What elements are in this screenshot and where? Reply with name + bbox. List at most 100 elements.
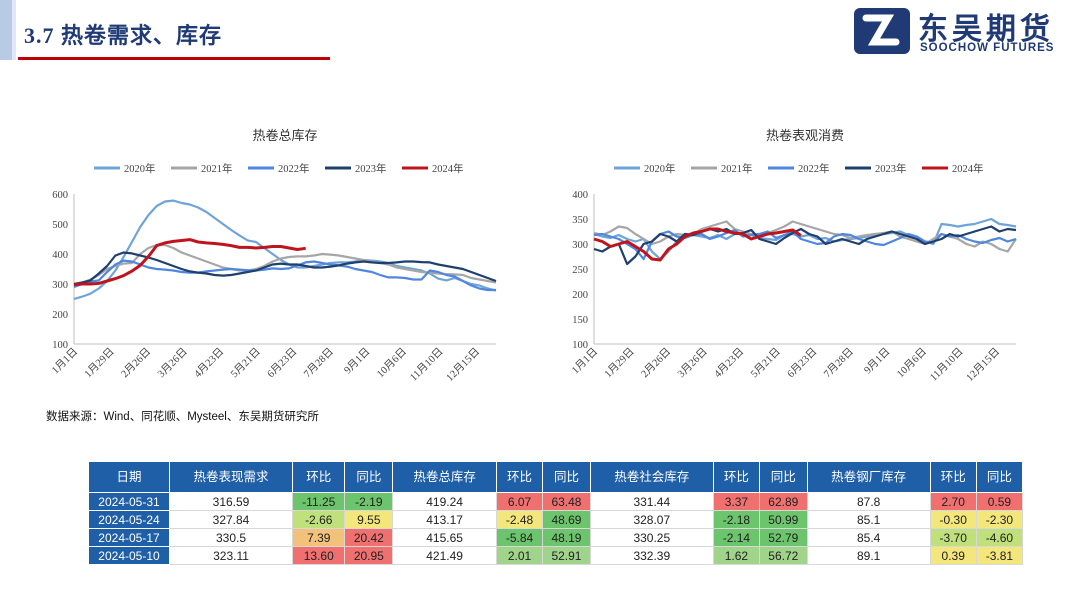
table-row: 2024-05-31 316.59 -11.25 -2.19 419.24 6.07 63.… [88,492,1024,511]
table-header-cell: 同比 [975,461,1024,493]
x-tick-label: 7月28日 [301,346,335,380]
x-tick-label: 6月23日 [265,346,299,380]
table-cell: 330.5 [169,528,293,547]
table-cell: 330.25 [589,528,714,547]
table-cell: 62.89 [758,492,808,511]
table-date-cell: 2024-05-24 [88,510,170,529]
table-header-cell: 日期 [88,461,170,493]
table-cell: 7.39 [291,528,346,547]
chart-legend: 2020年 2021年 2022年 2023年 2024年 [614,162,984,175]
table-cell: 48.69 [542,510,591,529]
x-tick-label: 12月15日 [444,346,482,384]
table-cell: 2.01 [495,546,544,565]
x-tick-label: 11月10日 [408,346,446,384]
table-cell: 13.60 [291,546,346,565]
x-tick-label: 9月1日 [342,346,373,377]
table-header-cell: 同比 [542,461,591,493]
page-title: 3.7 热卷需求、库存 [24,23,223,48]
x-tick-label: 2月26日 [639,346,673,380]
chart-title: 热卷总库存 [252,128,317,143]
table-cell: 421.49 [392,546,497,565]
consumption-chart: 热卷表观消费 2020年 2021年 2022年 2023年 2024年 100 150 200… [558,118,1038,413]
table-date-cell: 2024-05-17 [88,528,170,547]
table-cell: -3.70 [929,528,977,547]
table-cell: 2.70 [929,492,977,511]
y-tick-label: 300 [572,240,588,251]
x-tick-label: 12月15日 [964,346,1002,384]
table-header-cell: 环比 [495,461,544,493]
header-accent-bar [0,0,12,60]
data-source-note: 数据来源：Wind、同花顺、Mysteel、东吴期货研究所 [46,411,319,423]
y-tick-label: 350 [572,215,588,226]
x-tick-label: 1月29日 [82,346,116,380]
table-cell: -4.60 [975,528,1024,547]
table-row: 2024-05-24 327.84 -2.66 9.55 413.17 -2.48 48.6… [88,510,1024,529]
table-cell: -3.81 [975,546,1024,565]
y-tick-label: 150 [572,315,588,326]
table-cell: 331.44 [589,492,714,511]
y-tick-label: 500 [52,220,68,231]
table-cell: 419.24 [392,492,497,511]
inventory-chart-svg: 热卷总库存 2020年 2021年 2022年 2023年 2024年 100 200 300 4… [49,128,497,384]
table-cell: 0.59 [975,492,1024,511]
table-row: 2024-05-17 330.5 7.39 20.42 415.65 -5.84 48.19… [88,528,1024,547]
table-cell: 20.95 [344,546,394,565]
x-tick-label: 7月28日 [821,346,855,380]
table-cell: 9.55 [344,510,394,529]
table-header-cell: 热卷社会库存 [589,461,714,493]
series-line-2023年 [73,251,497,286]
legend-label-2024年: 2024年 [952,162,984,175]
x-tick-label: 11月10日 [928,346,966,384]
x-tick-label: 3月26日 [675,346,709,380]
table-cell: -2.66 [291,510,346,529]
table-cell: 6.07 [495,492,544,511]
table-header-cell: 热卷钢厂库存 [806,461,931,493]
table-header-cell: 热卷表现需求 [169,461,293,493]
table-cell: 52.79 [758,528,808,547]
table-cell: 415.65 [392,528,497,547]
table-cell: 89.1 [806,546,931,565]
table-cell: -0.30 [929,510,977,529]
x-tick-label: 5月21日 [748,346,782,380]
chart-legend: 2020年 2021年 2022年 2023年 2024年 [94,162,464,175]
table-cell: -2.19 [344,492,394,511]
summary-table: 日期 热卷表现需求 环比 同比 热卷总库存 环比 同比 热卷社会库存 环比 同比 热卷钢厂库存 环比同… [88,461,1024,565]
title-underline [18,57,330,60]
x-tick-label: 4月23日 [192,346,226,380]
consumption-chart-svg: 热卷表观消费 2020年 2021年 2022年 2023年 2024年 100 150 200… [569,128,1017,384]
table-cell: 413.17 [392,510,497,529]
table-cell: 85.4 [806,528,931,547]
table-header-cell: 环比 [929,461,977,493]
x-tick-label: 10月6日 [895,346,929,380]
legend-label-2020年: 2020年 [124,162,156,175]
table-cell: -5.84 [495,528,544,547]
table-cell: -2.30 [975,510,1024,529]
x-tick-label: 2月26日 [119,346,153,380]
logo-mark-icon [854,8,910,54]
table-header-cell: 环比 [291,461,346,493]
table-cell: 327.84 [169,510,293,529]
logo-english-name: SOOCHOW FUTURES [920,42,1055,54]
series-line-2024年 [593,227,802,262]
table-cell: -11.25 [291,492,346,511]
table-cell: 20.42 [344,528,394,547]
legend-label-2022年: 2022年 [798,162,830,175]
table-cell: 328.07 [589,510,714,529]
table-cell: 1.62 [712,546,760,565]
table-header-row: 日期 热卷表现需求 环比 同比 热卷总库存 环比 同比 热卷社会库存 环比 同比 热卷钢厂库存 环比同… [88,461,1024,493]
table-cell: 85.1 [806,510,931,529]
legend-label-2023年: 2023年 [355,162,387,175]
x-tick-label: 3月26日 [155,346,189,380]
legend-label-2021年: 2021年 [721,162,753,175]
series-line-2023年 [593,225,1017,266]
x-tick-label: 9月1日 [862,346,893,377]
x-tick-label: 4月23日 [712,346,746,380]
y-tick-label: 300 [52,280,68,291]
table-cell: 0.39 [929,546,977,565]
legend-label-2024年: 2024年 [432,162,464,175]
table-cell: 323.11 [169,546,293,565]
legend-label-2022年: 2022年 [278,162,310,175]
legend-label-2021年: 2021年 [201,162,233,175]
table-cell: 48.19 [542,528,591,547]
table-date-cell: 2024-05-31 [88,492,170,511]
